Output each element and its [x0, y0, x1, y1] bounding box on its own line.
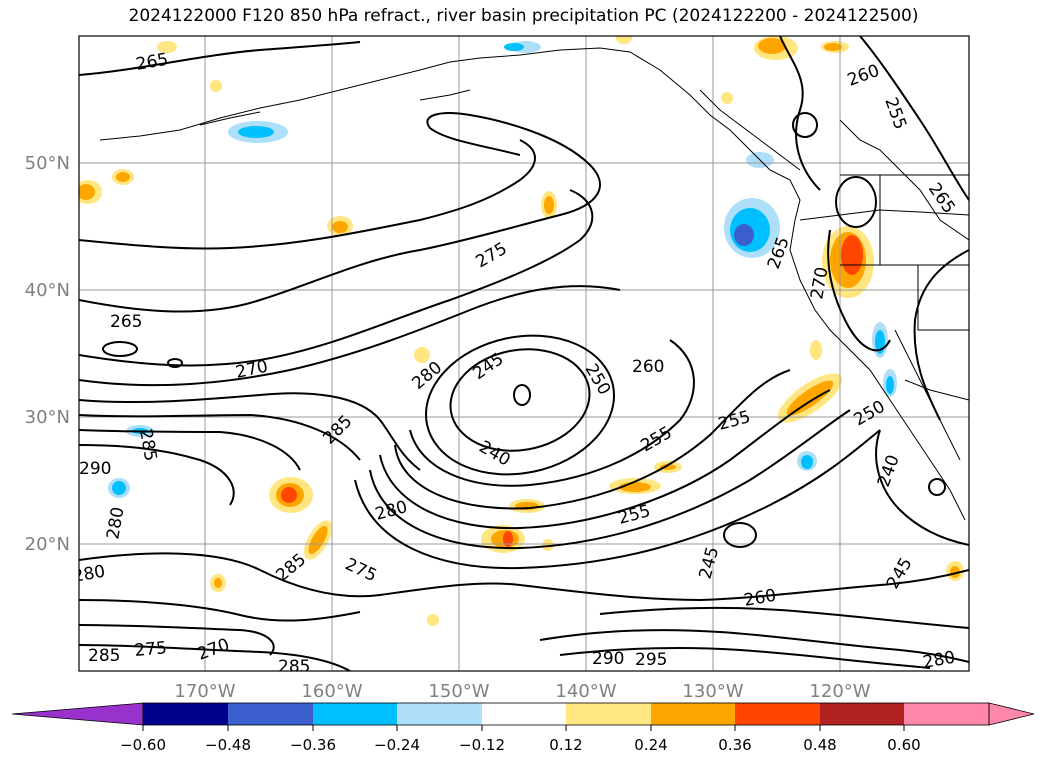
colorbar-swatch [228, 703, 313, 725]
colorbar-tick-label: 0.24 [634, 736, 667, 754]
map-title: 2024122000 F120 850 hPa refract., river … [128, 6, 919, 26]
colorbar-extend-low [11, 702, 144, 726]
colorbar-tick-label: 0.36 [718, 736, 751, 754]
colorbar: −0.60 −0.48 −0.36 −0.24 −0.12 0.12 0.24 … [11, 702, 1035, 754]
contour-label: 260 [632, 357, 664, 377]
contour-label: 290 [592, 649, 624, 669]
longitude-axis: 170°W 160°W 150°W 140°W 130°W 120°W [174, 681, 870, 702]
lon-label-150w: 150°W [428, 681, 489, 702]
colorbar-tick-label: 0.60 [887, 736, 920, 754]
contour-label: 265 [110, 312, 142, 332]
contour-label: 275 [134, 638, 168, 661]
lat-label-30n: 30°N [25, 407, 70, 428]
colorbar-swatch [735, 703, 820, 725]
colorbar-tick-label: −0.60 [120, 736, 166, 754]
colorbar-tick-label: 0.48 [803, 736, 836, 754]
graticule [79, 36, 969, 671]
map-frame [78, 35, 970, 672]
map-area: 265 260 255 265 265 275 270 265 270 280 … [79, 36, 969, 677]
colorbar-tick-label: −0.24 [374, 736, 420, 754]
lon-label-130w: 130°W [682, 681, 743, 702]
colorbar-swatch [313, 703, 397, 725]
colorbar-extend-high [988, 702, 1035, 726]
lat-label-50n: 50°N [25, 153, 70, 174]
contour-label: 285 [88, 646, 120, 666]
lon-label-160w: 160°W [301, 681, 362, 702]
contour-label: 280 [921, 648, 956, 673]
colorbar-swatch [143, 703, 228, 725]
lat-label-20n: 20°N [25, 534, 70, 555]
colorbar-swatch [482, 703, 566, 725]
contour-label: 285 [278, 657, 310, 677]
colorbar-swatch [820, 703, 904, 725]
precip-shading [79, 36, 964, 626]
contour-label: 290 [79, 459, 111, 479]
lat-label-40n: 40°N [25, 280, 70, 301]
colorbar-tick-label: −0.36 [290, 736, 336, 754]
coastlines [99, 47, 969, 521]
latitude-axis: 50°N 40°N 30°N 20°N [25, 153, 70, 555]
contour-label: 295 [635, 650, 667, 670]
colorbar-tick-label: −0.48 [205, 736, 251, 754]
colorbar-tick-label: −0.12 [459, 736, 505, 754]
colorbar-swatch [397, 703, 482, 725]
colorbar-tick-label: 0.12 [549, 736, 582, 754]
lon-label-170w: 170°W [174, 681, 235, 702]
colorbar-swatch [651, 703, 735, 725]
lon-label-120w: 120°W [809, 681, 870, 702]
lon-label-140w: 140°W [555, 681, 616, 702]
colorbar-swatch [566, 703, 651, 725]
contours [79, 36, 969, 671]
colorbar-swatch [904, 703, 989, 725]
